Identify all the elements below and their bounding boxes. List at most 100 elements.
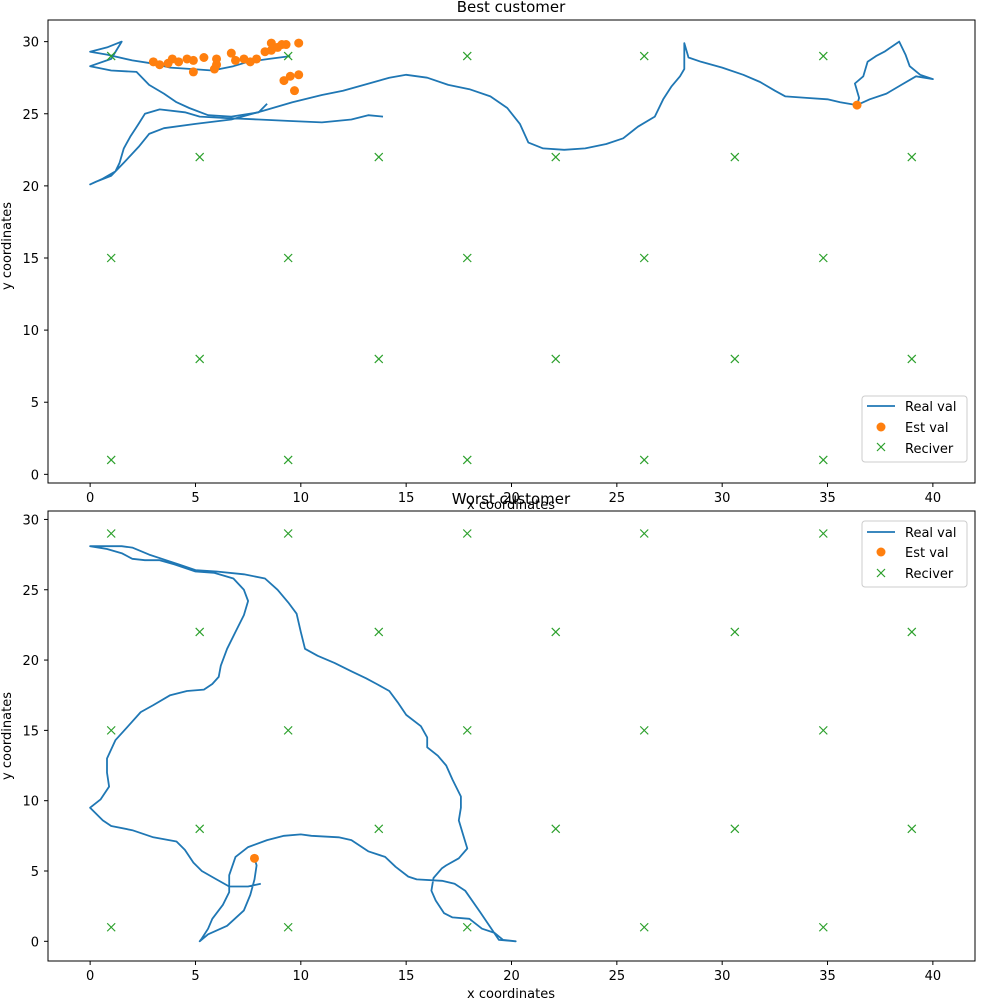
- worst-customer-x-tick-label: 30: [714, 969, 731, 984]
- worst-customer-x-tick-label: 35: [819, 969, 836, 984]
- worst-customer-receiver-marker-stroke: [462, 725, 472, 735]
- best-customer-receiver-marker-stroke: [907, 152, 917, 162]
- best-customer-estimate-point: [188, 55, 198, 65]
- worst-customer-plot-area: [89, 529, 917, 943]
- best-customer-receiver-marker-stroke: [818, 51, 828, 61]
- worst-customer-y-tick-label: 30: [22, 513, 39, 528]
- worst-customer-y-tick-label: 25: [22, 584, 39, 599]
- best-customer-estimate-point: [155, 60, 165, 70]
- worst-customer-receiver-marker-stroke: [106, 725, 116, 735]
- best-customer-receiver-marker: [195, 152, 205, 162]
- best-customer-estimate-point: [199, 53, 209, 63]
- best-customer-panel: Best customer x coordinates y coordinate…: [0, 0, 976, 513]
- best-customer-receiver-marker-stroke: [462, 455, 472, 465]
- worst-customer-receiver-marker-stroke: [818, 529, 828, 538]
- worst-customer-title: Worst customer: [452, 490, 571, 508]
- best-customer-receiver-marker-stroke: [551, 152, 561, 162]
- best-customer-y-tick-label: 15: [22, 252, 39, 267]
- worst-customer-receiver-marker-stroke: [818, 725, 828, 735]
- best-customer-y-tick-label: 20: [22, 180, 39, 195]
- worst-customer-receiver-marker-stroke: [730, 627, 740, 637]
- best-customer-receiver-marker-stroke: [106, 51, 116, 61]
- worst-customer-receiver-marker-stroke: [551, 824, 561, 834]
- worst-customer-receiver-marker: [106, 922, 116, 932]
- best-customer-estimate-point: [188, 67, 198, 77]
- best-customer-estimate-point: [226, 48, 236, 58]
- best-customer-y-tick-label: 25: [22, 108, 39, 123]
- worst-customer-receiver-marker: [195, 824, 205, 834]
- worst-customer-ticks: 0 5 10 15 20 25 30 35 40 0 5 10 15 20 25 30: [22, 513, 941, 984]
- worst-customer-x-tick-label: 15: [398, 969, 415, 984]
- best-customer-y-tick-label: 5: [31, 396, 39, 411]
- worst-customer-legend-box: [861, 520, 968, 588]
- best-customer-legend-box: [861, 395, 968, 463]
- worst-customer-receiver-marker-stroke: [195, 627, 205, 637]
- worst-customer-x-tick-label: 40: [925, 969, 942, 984]
- best-customer-receiver-marker-stroke: [818, 253, 828, 263]
- worst-customer-legend-real-label: Real val: [905, 526, 956, 541]
- best-customer-receiver-marker: [818, 455, 828, 465]
- worst-customer-y-tick-label: 10: [22, 795, 39, 810]
- best-customer-x-tick-label: 40: [925, 491, 942, 506]
- worst-customer-x-tick-label: 10: [293, 969, 310, 984]
- worst-customer-x-axis-label: x coordinates: [467, 987, 555, 1000]
- worst-customer-receiver-marker-stroke: [283, 529, 293, 538]
- best-customer-estimate-point: [281, 40, 291, 50]
- best-customer-receiver-marker: [639, 455, 649, 465]
- worst-customer-receiver-marker: [462, 529, 472, 538]
- worst-customer-x-tick-label: 0: [86, 969, 94, 984]
- best-customer-legend-receiver-label: Reciver: [905, 442, 954, 457]
- worst-customer-receiver-marker: [195, 627, 205, 637]
- best-customer-x-axis-label: x coordinates: [467, 498, 555, 513]
- best-customer-x-tick-label: 15: [398, 491, 415, 506]
- best-customer-receiver-marker-stroke: [462, 51, 472, 61]
- best-customer-estimate-point: [279, 76, 289, 86]
- worst-customer-receiver-marker-stroke: [283, 725, 293, 735]
- worst-customer-receiver-marker-stroke: [283, 922, 293, 932]
- best-customer-receiver-marker: [462, 51, 472, 61]
- worst-customer-receiver-marker: [907, 627, 917, 637]
- best-customer-plot-area: [89, 38, 934, 465]
- best-customer-y-axis-label: y coordinates: [0, 202, 15, 290]
- best-customer-receiver-marker: [551, 152, 561, 162]
- best-customer-receiver-marker-stroke: [283, 253, 293, 263]
- worst-customer-receiver-marker: [283, 922, 293, 932]
- best-customer-estimate-point: [285, 71, 295, 81]
- best-customer-receiver-marker: [106, 253, 116, 263]
- best-customer-receiver-marker-stroke: [639, 253, 649, 263]
- best-customer-receiver-marker-stroke: [730, 354, 740, 364]
- worst-customer-legend-est-swatch: [876, 547, 886, 557]
- worst-customer-receiver-marker-stroke: [907, 824, 917, 834]
- worst-customer-receiver-marker-stroke: [106, 529, 116, 538]
- best-customer-receiver-marker: [818, 51, 828, 61]
- worst-customer-legend: Real val Est val Reciver: [861, 520, 968, 588]
- best-customer-receiver-marker: [907, 152, 917, 162]
- best-customer-estimate-point: [266, 38, 276, 48]
- worst-customer-receiver-marker: [818, 725, 828, 735]
- worst-customer-panel: Worst customer x coordinates y coordinat…: [0, 490, 976, 1000]
- worst-customer-receiver-marker-stroke: [818, 922, 828, 932]
- worst-customer-receiver-marker: [639, 725, 649, 735]
- worst-customer-receiver-marker: [283, 725, 293, 735]
- worst-customer-receiver-marker-stroke: [195, 824, 205, 834]
- best-customer-receiver-marker: [818, 253, 828, 263]
- best-customer-receiver-marker-stroke: [907, 354, 917, 364]
- best-customer-receiver-marker: [730, 152, 740, 162]
- best-customer-receiver-marker-stroke: [283, 51, 293, 61]
- best-customer-receiver-marker-stroke: [106, 455, 116, 465]
- best-customer-x-tick-label: 5: [191, 491, 199, 506]
- worst-customer-y-tick-label: 5: [31, 865, 39, 880]
- worst-customer-x-tick-label: 25: [609, 969, 626, 984]
- worst-customer-x-tick-label: 5: [191, 969, 199, 984]
- worst-customer-estimate-point: [249, 853, 259, 863]
- best-customer-x-tick-label: 0: [86, 491, 94, 506]
- best-customer-receiver-marker: [907, 354, 917, 364]
- best-customer-estimate-point: [294, 38, 304, 48]
- best-customer-y-tick-label: 10: [22, 324, 39, 339]
- worst-customer-receiver-marker-stroke: [639, 529, 649, 538]
- worst-customer-receiver-marker-stroke: [374, 824, 384, 834]
- best-customer-receiver-marker: [374, 152, 384, 162]
- best-customer-receiver-marker-stroke: [551, 354, 561, 364]
- worst-customer-receiver-marker: [551, 627, 561, 637]
- best-customer-x-tick-label: 35: [819, 491, 836, 506]
